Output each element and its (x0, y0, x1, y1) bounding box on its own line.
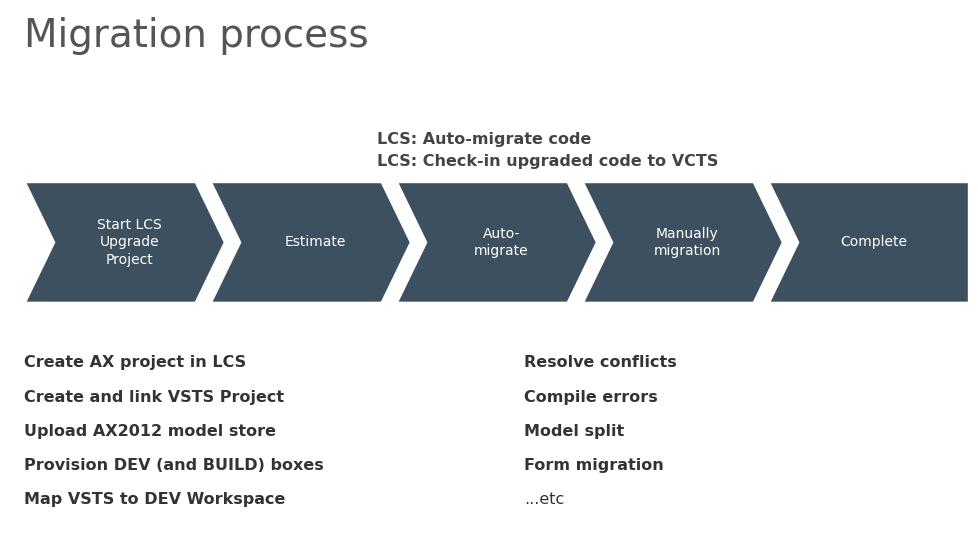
Text: Migration process: Migration process (24, 17, 369, 55)
Text: Form migration: Form migration (523, 458, 663, 473)
Text: ...etc: ...etc (523, 492, 563, 507)
Text: Complete: Complete (839, 235, 906, 250)
Text: Provision DEV (and BUILD) boxes: Provision DEV (and BUILD) boxes (24, 458, 324, 473)
Text: Create AX project in LCS: Create AX project in LCS (24, 355, 246, 370)
Text: Auto-
migrate: Auto- migrate (473, 227, 528, 258)
Text: Resolve conflicts: Resolve conflicts (523, 355, 676, 370)
Text: Upload AX2012 model store: Upload AX2012 model store (24, 424, 276, 439)
Text: Manually
migration: Manually migration (653, 227, 720, 258)
Text: LCS: Auto-migrate code
LCS: Check-in upgraded code to VCTS: LCS: Auto-migrate code LCS: Check-in upg… (377, 132, 718, 170)
Polygon shape (396, 182, 597, 303)
Polygon shape (24, 182, 225, 303)
Text: Map VSTS to DEV Workspace: Map VSTS to DEV Workspace (24, 492, 286, 507)
Polygon shape (210, 182, 411, 303)
Text: Create and link VSTS Project: Create and link VSTS Project (24, 390, 285, 404)
Text: Estimate: Estimate (285, 235, 345, 250)
Text: Model split: Model split (523, 424, 623, 439)
Polygon shape (582, 182, 782, 303)
Polygon shape (768, 182, 968, 303)
Text: Start LCS
Upgrade
Project: Start LCS Upgrade Project (97, 218, 161, 267)
Text: Compile errors: Compile errors (523, 390, 657, 404)
